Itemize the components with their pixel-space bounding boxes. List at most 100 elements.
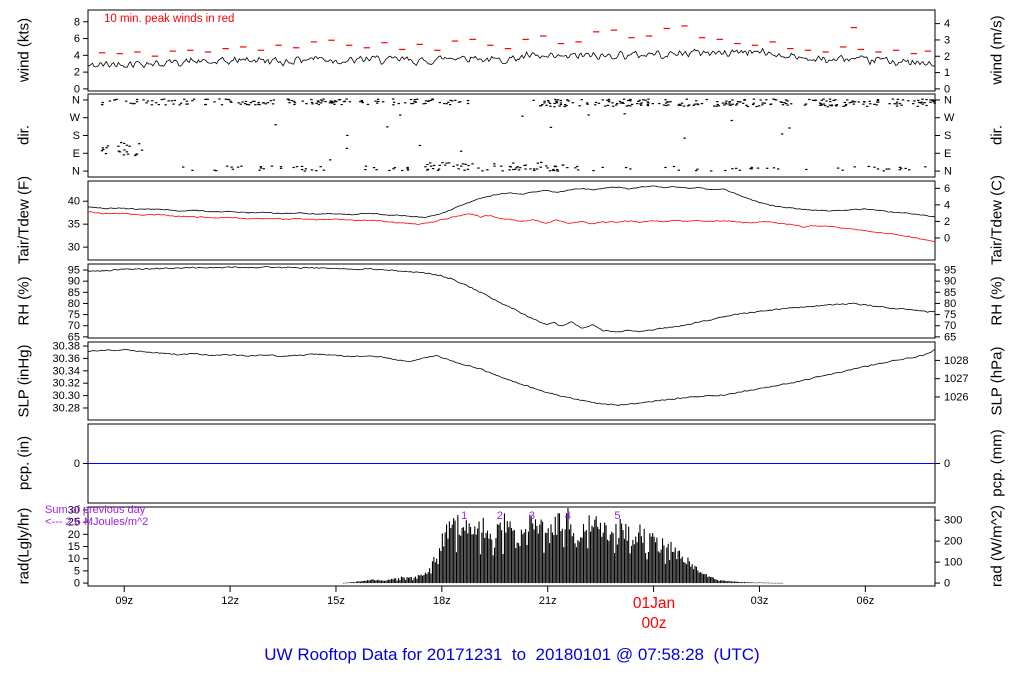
solar-radiation-bars — [664, 563, 666, 584]
wind-direction-scatter — [738, 169, 742, 171]
wind-direction-scatter — [826, 106, 830, 108]
solar-radiation-bars — [405, 579, 407, 584]
wind-direction-scatter — [428, 162, 432, 164]
wind-direction-scatter — [646, 103, 649, 106]
wind-direction-scatter — [288, 102, 291, 104]
wind-direction-scatter — [540, 161, 543, 164]
wind-direction-scatter — [519, 167, 522, 169]
wind-direction-scatter — [876, 99, 880, 101]
solar-radiation-bars — [671, 552, 673, 584]
solar-radiation-bars — [619, 518, 621, 584]
wind-direction-scatter — [882, 170, 885, 172]
x-tick-label: 12z — [221, 595, 239, 607]
solar-radiation-bars — [756, 582, 758, 584]
solar-radiation-bars — [678, 550, 681, 584]
wind-direction-scatter — [576, 169, 580, 171]
solar-radiation-bars — [455, 552, 457, 584]
solar-radiation-bars — [753, 582, 755, 584]
wind-direction-scatter — [293, 102, 297, 104]
y-axis-label-rh-right: RH (%) — [988, 276, 1006, 326]
solar-radiation-bars — [372, 579, 374, 584]
wind-direction-scatter — [900, 104, 903, 106]
wind-direction-scatter — [637, 100, 640, 103]
y-tick-label-slp: 1026 — [944, 391, 968, 403]
wind-direction-scatter — [554, 98, 557, 101]
solar-radiation-bars — [739, 582, 741, 584]
solar-radiation-bars — [632, 539, 634, 584]
wind-direction-scatter — [191, 169, 194, 171]
wind-direction-scatter — [432, 164, 436, 167]
wind-direction-scatter — [364, 168, 367, 171]
wind-direction-scatter — [360, 100, 364, 103]
wind-direction-scatter — [893, 103, 896, 105]
solar-radiation-bars — [767, 582, 769, 584]
wind-direction-scatter — [422, 103, 425, 105]
y-tick-label-dir: W — [944, 112, 955, 124]
wind-direction-scatter — [392, 101, 396, 103]
solar-radiation-bars — [546, 533, 548, 584]
y-tick-label-rad: 100 — [944, 557, 962, 569]
wind-direction-scatter — [322, 169, 326, 171]
wind-direction-scatter — [813, 99, 817, 102]
wind-direction-scatter — [644, 99, 647, 101]
wind-direction-scatter — [658, 102, 661, 105]
y-tick-label-wind: 2 — [944, 51, 950, 63]
wind-direction-scatter — [122, 154, 126, 156]
solar-radiation-bars — [378, 579, 380, 584]
solar-radiation-bars — [395, 578, 397, 584]
wind-direction-scatter — [741, 102, 745, 104]
y-tick-label-dir: N — [72, 94, 80, 106]
wind-direction-scatter — [752, 98, 756, 100]
wind-direction-scatter — [723, 104, 726, 106]
solar-radiation-bars — [417, 574, 419, 584]
wind-direction-scatter — [835, 104, 839, 106]
solar-radiation-bars — [359, 581, 362, 584]
y-axis-label-slp-hpa: SLP (hPa) — [988, 346, 1006, 416]
wind-direction-scatter — [206, 98, 209, 100]
wind-direction-scatter — [868, 100, 871, 102]
solar-radiation-bars — [355, 581, 357, 584]
wind-direction-scatter — [431, 98, 434, 100]
wind-direction-scatter — [418, 144, 422, 147]
solar-radiation-bars — [532, 523, 534, 584]
solar-radiation-bars — [444, 532, 446, 584]
wind-direction-scatter — [728, 102, 731, 104]
wind-direction-scatter — [669, 101, 672, 103]
wind-direction-scatter — [328, 159, 332, 161]
wind-direction-scatter — [438, 101, 442, 104]
wind-direction-scatter — [680, 102, 684, 104]
solar-radiation-bars — [440, 550, 442, 584]
solar-radiation-bars — [759, 582, 761, 584]
y-tick-label-wind: 3 — [944, 34, 950, 46]
wind-direction-scatter — [431, 167, 435, 170]
solar-radiation-bars — [457, 515, 459, 584]
wind-direction-scatter — [532, 99, 535, 101]
wind-direction-scatter — [375, 102, 379, 104]
wind-direction-scatter — [736, 103, 739, 105]
wind-direction-scatter — [442, 102, 446, 105]
wind-direction-scatter — [566, 99, 569, 101]
solar-radiation-bars — [570, 524, 572, 584]
solar-radiation-bars — [424, 572, 426, 584]
solar-radiation-bars — [554, 516, 556, 584]
solar-radiation-bars — [558, 513, 561, 584]
wind-direction-scatter — [607, 101, 611, 103]
wind-direction-scatter — [437, 168, 441, 170]
wind-direction-scatter — [424, 102, 427, 105]
wind-direction-scatter — [629, 98, 632, 101]
solar-radiation-bars — [465, 520, 467, 584]
solar-radiation-bars — [508, 527, 510, 584]
wind-direction-scatter — [186, 103, 189, 105]
wind-direction-scatter — [875, 101, 879, 103]
solar-radiation-bars — [733, 581, 736, 584]
wind-direction-scatter — [322, 98, 325, 100]
wind-direction-scatter — [185, 100, 189, 102]
wind-direction-scatter — [348, 101, 352, 103]
wind-direction-scatter — [721, 102, 725, 104]
solar-radiation-bars — [502, 553, 504, 584]
solar-radiation-bars — [352, 582, 354, 584]
solar-radiation-bars — [698, 572, 700, 584]
wind-direction-scatter — [606, 104, 610, 106]
wind-direction-scatter — [447, 162, 451, 164]
solar-radiation-bars — [520, 529, 522, 584]
